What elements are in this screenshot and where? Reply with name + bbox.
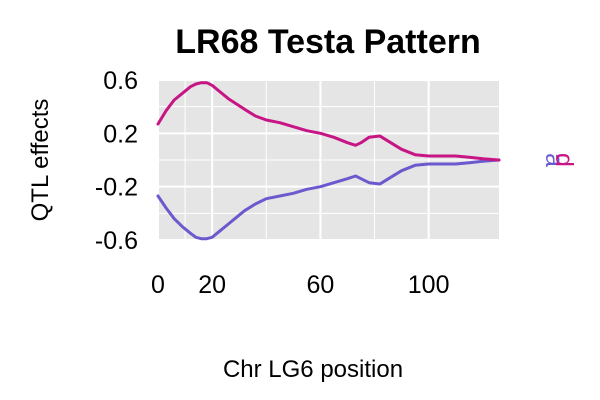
legend: ad (540, 153, 578, 167)
legend-label: a (540, 153, 568, 167)
grid-lines (157, 79, 499, 241)
legend-entry-d: d (550, 153, 578, 167)
y-tick-label: -0.6 (95, 227, 138, 255)
x-tick-label: 100 (408, 271, 450, 299)
x-tick-label: 0 (151, 271, 165, 299)
chart-title: LR68 Testa Pattern (175, 23, 480, 61)
y-tick-label: -0.2 (95, 174, 138, 202)
y-tick-label: 0.2 (103, 120, 138, 148)
series-layer (156, 81, 501, 241)
x-tick-label: 20 (198, 271, 226, 299)
series-line-d (156, 81, 501, 162)
legend-entry-a: a (540, 153, 568, 167)
y-tick-label: 0.6 (103, 67, 138, 95)
tick-labels: 0 20 60 100 -0.6 -0.2 0.2 0.6 (95, 67, 450, 299)
x-tick-label: 60 (306, 271, 334, 299)
legend-label: d (550, 153, 578, 167)
series-line-a (156, 158, 501, 241)
x-axis-title: Chr LG6 position (223, 356, 403, 383)
y-axis-title: QTL effects (27, 99, 54, 222)
